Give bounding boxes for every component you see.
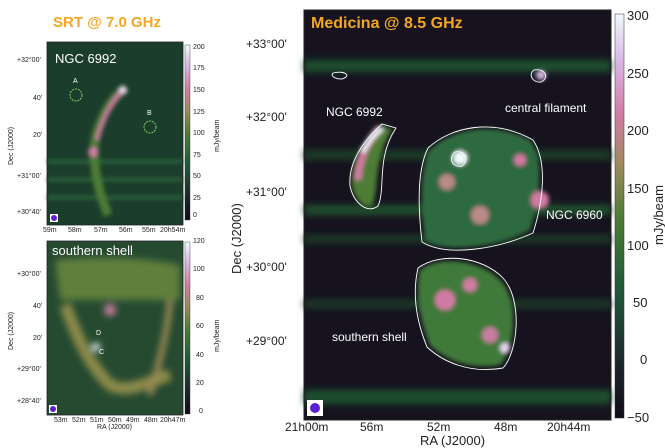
- medicina-cbar-tick: 100: [627, 238, 649, 253]
- medicina-cbar-tick: 200: [627, 123, 649, 138]
- medicina-xtick: 20h44m: [547, 420, 591, 434]
- srt-ytick: 20': [33, 132, 43, 139]
- shell-cbar-tick: 100: [193, 266, 205, 273]
- medicina-cbar-tick: 300: [627, 8, 649, 23]
- shell-emission: [55, 257, 180, 396]
- srt-xtick: 58m: [68, 227, 82, 234]
- medicina-xtick: 48m: [494, 420, 518, 434]
- shell-cbar-tick: 0: [199, 408, 203, 415]
- medicina-label-central-filament: central filament: [505, 101, 587, 115]
- srt-cbar-tick: 25: [193, 195, 201, 202]
- medicina-cbar-label: mJy/beam: [651, 185, 665, 245]
- srt-cbar-tick: 200: [193, 44, 205, 51]
- panel-srt-southern-shell: [46, 240, 191, 416]
- shell-xtick: 50m: [108, 417, 122, 424]
- srt-ytick: 40': [33, 95, 43, 102]
- shell-xtick: 49m: [126, 417, 140, 424]
- shell-frame: [46, 240, 184, 416]
- shell-label-c: C: [99, 349, 105, 356]
- srt-xtick: 55m: [142, 227, 156, 234]
- srt-ytick: +32°00': [17, 57, 41, 64]
- srt-beam-ellipse: [51, 215, 57, 221]
- medicina-colorbar: [614, 13, 625, 419]
- srt-colorbar: [184, 44, 191, 221]
- medicina-beam-ellipse: [310, 403, 320, 413]
- srt-ytick: +30°40': [17, 209, 41, 216]
- medicina-ytick: +32°00': [246, 110, 287, 124]
- srt-cbar-tick: 175: [193, 65, 205, 72]
- medicina-label-ngc6960: NGC 6960: [546, 208, 603, 222]
- srt-xtick: 59m: [43, 227, 57, 234]
- medicina-label-southern-shell: southern shell: [332, 330, 407, 344]
- shell-ylabel: Dec (J2000): [8, 311, 15, 350]
- shell-cbar-tick: 80: [196, 295, 204, 302]
- medicina-title: Medicina @ 8.5 GHz: [311, 15, 463, 32]
- medicina-cbar-tick: 50: [633, 295, 648, 310]
- panel-medicina: [303, 9, 625, 421]
- medicina-frame: [303, 9, 612, 421]
- srt-cbar-tick: 150: [193, 87, 205, 94]
- shell-beam-ellipse: [50, 406, 56, 412]
- srt-region-b-marker: [143, 120, 157, 134]
- medicina-cbar-tick: 150: [627, 181, 649, 196]
- shell-xtick: 20h47m: [160, 417, 186, 424]
- srt-xtick: 57m: [94, 227, 108, 234]
- medicina-contours: [331, 69, 547, 371]
- medicina-xtick: 21h00m: [285, 420, 329, 434]
- shell-cbar-tick: 40: [196, 352, 204, 359]
- medicina-cbar-tick: −50: [627, 410, 650, 425]
- srt-frame: [46, 41, 184, 226]
- shell-label-southern-shell: southern shell: [52, 243, 133, 258]
- shell-ytick: +28°40': [17, 398, 41, 405]
- srt-image-background: [47, 42, 183, 225]
- medicina-ytick: +29°00': [246, 334, 287, 348]
- shell-xtick: 53m: [54, 417, 68, 424]
- srt-cbar-tick: 75: [193, 152, 201, 159]
- medicina-ytick: +33°00': [246, 37, 287, 51]
- shell-colorbar: [184, 241, 191, 415]
- srt-cbar-label: mJy/beam: [214, 119, 221, 152]
- srt-title: SRT @ 7.0 GHz: [53, 14, 161, 31]
- medicina-xtick: 52m: [427, 420, 451, 434]
- shell-ytick: +30°00': [17, 271, 41, 278]
- shell-cbar-tick: 60: [196, 323, 204, 330]
- srt-region-a-marker: [69, 88, 83, 102]
- srt-label-a: A: [73, 78, 78, 85]
- srt-ytick: +31°00': [17, 173, 41, 180]
- shell-cbar-label: mJy/beam: [214, 319, 221, 352]
- medicina-cbar-tick: 0: [640, 352, 648, 367]
- srt-cbar-tick: 50: [193, 173, 201, 180]
- shell-xtick: 52m: [72, 417, 86, 424]
- srt-cbar-tick: 100: [193, 130, 205, 137]
- medicina-label-ngc6992: NGC 6992: [326, 105, 383, 119]
- medicina-xtick: 56m: [360, 420, 384, 434]
- srt-xtick: 56m: [119, 227, 133, 234]
- medicina-xlabel: RA (J2000): [420, 433, 486, 448]
- srt-label-b: B: [147, 110, 152, 117]
- srt-emission: [47, 84, 183, 217]
- shell-xlabel: RA (J2000): [97, 424, 133, 431]
- srt-ylabel: Dec (J2000): [8, 126, 15, 165]
- shell-xtick: 48m: [144, 417, 158, 424]
- medicina-cbar-tick: 250: [627, 66, 649, 81]
- medicina-ytick: +30°00': [246, 260, 287, 274]
- panel-srt-ngc6992: [46, 41, 191, 226]
- shell-label-d: D: [96, 330, 102, 337]
- shell-ytick: 20': [33, 335, 43, 342]
- srt-label-ngc6992: NGC 6992: [55, 51, 117, 66]
- shell-cbar-tick: 120: [193, 238, 205, 245]
- shell-cbar-tick: 20: [196, 380, 204, 387]
- medicina-ytick: +31°00': [246, 185, 287, 199]
- shell-ytick: 40': [33, 303, 43, 310]
- shell-xtick: 51m: [90, 417, 104, 424]
- srt-xtick: 20h54m: [160, 227, 186, 234]
- medicina-ylabel: Dec (J2000): [229, 203, 244, 274]
- srt-cbar-tick: 125: [193, 109, 205, 116]
- shell-ytick: +29°00': [17, 366, 41, 373]
- srt-cbar-tick: 0: [193, 212, 197, 219]
